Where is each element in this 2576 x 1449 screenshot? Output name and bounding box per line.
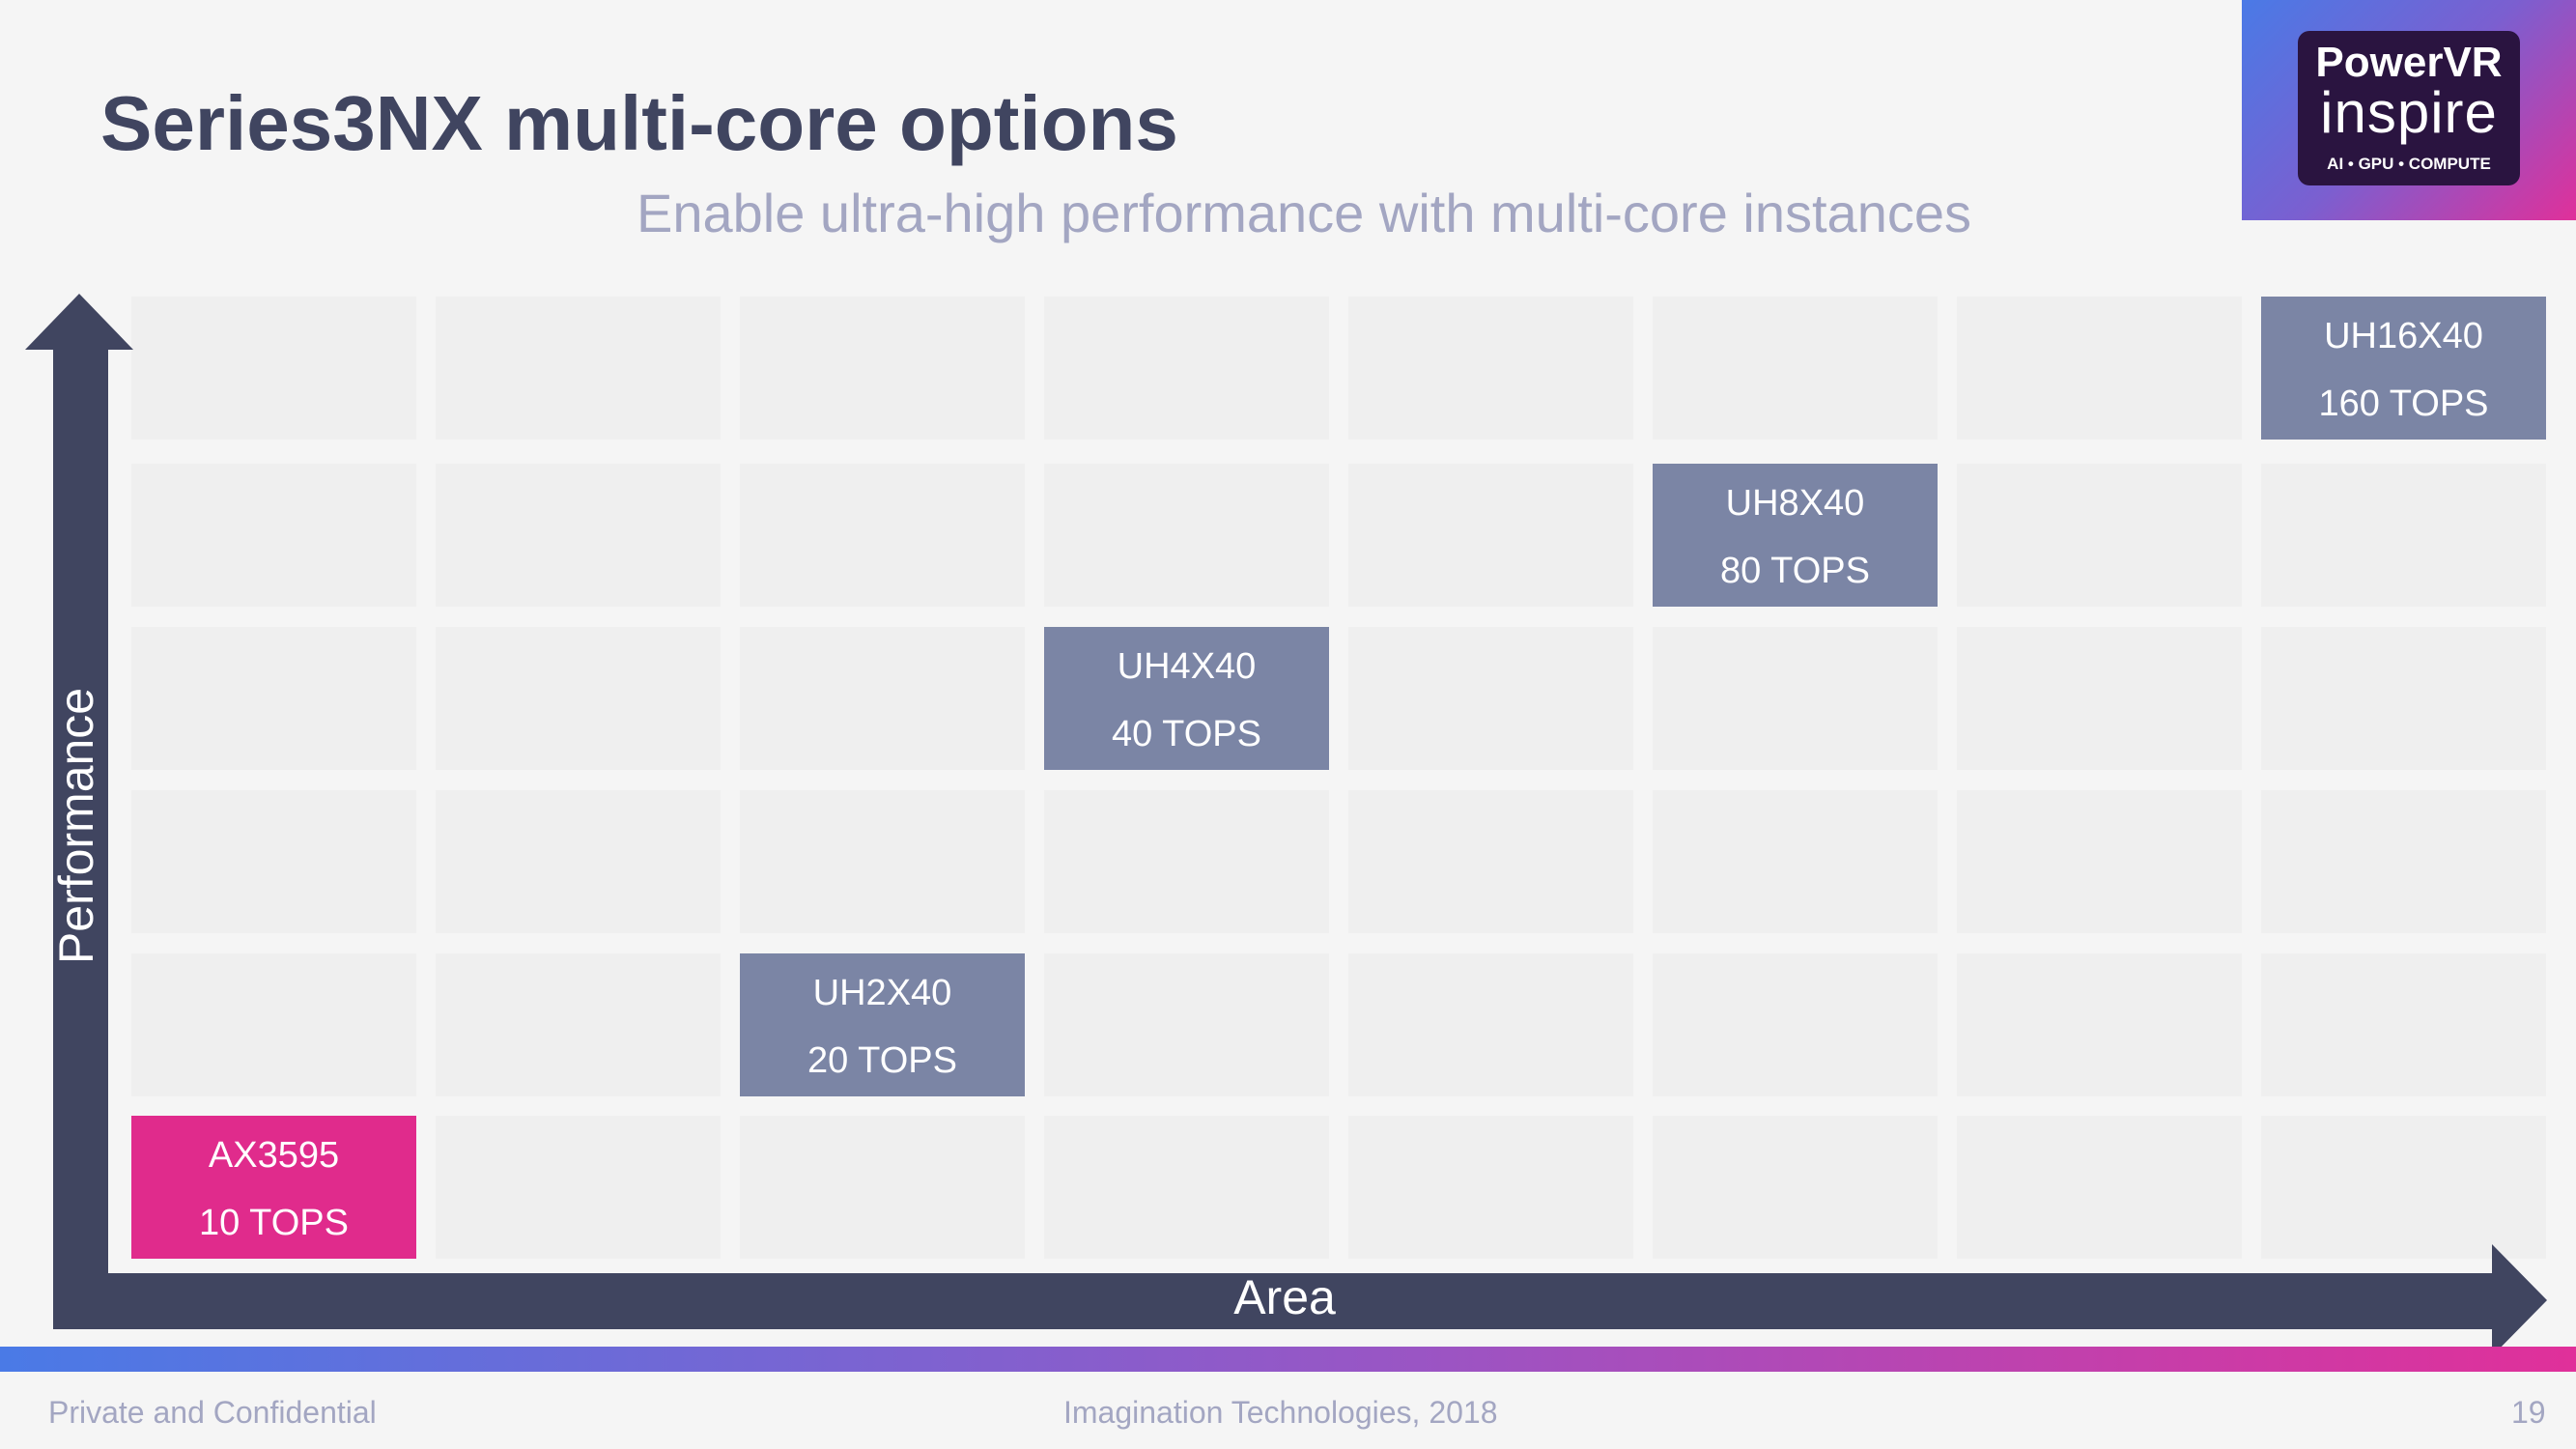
- grid-cell: [1348, 953, 1633, 1096]
- grid-cell: [2261, 790, 2546, 933]
- core-box: UH4X40 40 TOPS: [1044, 627, 1329, 770]
- grid-cell: [1348, 790, 1633, 933]
- grid-cell: [436, 297, 721, 440]
- logo-line2: inspire: [2320, 80, 2498, 145]
- grid-cell: [1348, 297, 1633, 440]
- x-axis-label: Area: [1233, 1270, 1336, 1324]
- grid-cell: [1653, 953, 1938, 1096]
- grid-cell: [740, 627, 1025, 770]
- grid-cell: [436, 1116, 721, 1259]
- core-tops: 20 TOPS: [807, 1040, 957, 1081]
- core-box: UH16X40 160 TOPS: [2261, 297, 2546, 440]
- core-name: UH16X40: [2324, 316, 2483, 356]
- core-tops: 160 TOPS: [2318, 384, 2489, 424]
- page-number: 19: [2511, 1395, 2546, 1430]
- core-name: AX3595: [208, 1135, 340, 1176]
- core-tops: 40 TOPS: [1112, 714, 1261, 754]
- grid-cell: [1653, 297, 1938, 440]
- logo-line1: PowerVR: [2315, 39, 2503, 86]
- grid-cell: [1044, 790, 1329, 933]
- grid-cell: [1348, 627, 1633, 770]
- grid-cell: [1957, 297, 2242, 440]
- core-tops: 80 TOPS: [1720, 551, 1870, 591]
- core-tops: 10 TOPS: [199, 1203, 349, 1243]
- grid-cell: [2261, 464, 2546, 607]
- grid-cell: [131, 790, 416, 933]
- logo-badge: PowerVR inspire AI • GPU • COMPUTE: [2298, 31, 2520, 185]
- grid-cell: [1348, 1116, 1633, 1259]
- core-name: UH8X40: [1725, 483, 1865, 524]
- grid-cell: [1957, 790, 2242, 933]
- grid-cell: [1957, 1116, 2242, 1259]
- grid-cell: [1653, 627, 1938, 770]
- grid-cell: [131, 297, 416, 440]
- grid-cell: [436, 790, 721, 933]
- footer-confidential: Private and Confidential: [48, 1395, 377, 1430]
- slide-subtitle: Enable ultra-high performance with multi…: [637, 183, 1971, 243]
- grid-cell: [1957, 464, 2242, 607]
- grid-cell: [740, 790, 1025, 933]
- core-box: UH2X40 20 TOPS: [740, 953, 1025, 1096]
- core-box: AX3595 10 TOPS: [131, 1116, 416, 1259]
- grid-cell: [1957, 953, 2242, 1096]
- grid-cell: [1348, 464, 1633, 607]
- grid-cell: [1653, 1116, 1938, 1259]
- core-name: UH2X40: [812, 973, 952, 1013]
- grid-cell: [131, 627, 416, 770]
- slide-title: Series3NX multi-core options: [100, 80, 1178, 166]
- grid-cell: [2261, 627, 2546, 770]
- grid-cell: [2261, 1116, 2546, 1259]
- grid-cell: [2261, 953, 2546, 1096]
- footer-gradient-bar: [0, 1347, 2576, 1372]
- grid-cell: [131, 464, 416, 607]
- grid-cell: [1044, 464, 1329, 607]
- grid-cell: [1957, 627, 2242, 770]
- core-box: UH8X40 80 TOPS: [1653, 464, 1938, 607]
- grid-cell: [740, 297, 1025, 440]
- grid-cell: [740, 464, 1025, 607]
- grid-cell: [1044, 953, 1329, 1096]
- y-axis-label: Performance: [49, 687, 103, 965]
- grid-cell: [436, 953, 721, 1096]
- logo-tagline: AI • GPU • COMPUTE: [2327, 155, 2491, 173]
- footer-company: Imagination Technologies, 2018: [1063, 1395, 1498, 1430]
- grid-cell: [1044, 297, 1329, 440]
- powervr-inspire-logo: PowerVR inspire AI • GPU • COMPUTE: [2242, 0, 2576, 220]
- grid-cell: [1044, 1116, 1329, 1259]
- grid-cell: [1653, 790, 1938, 933]
- grid-cell: [436, 464, 721, 607]
- grid-cell: [740, 1116, 1025, 1259]
- grid-cell: [131, 953, 416, 1096]
- core-name: UH4X40: [1117, 646, 1257, 687]
- grid-cell: [436, 627, 721, 770]
